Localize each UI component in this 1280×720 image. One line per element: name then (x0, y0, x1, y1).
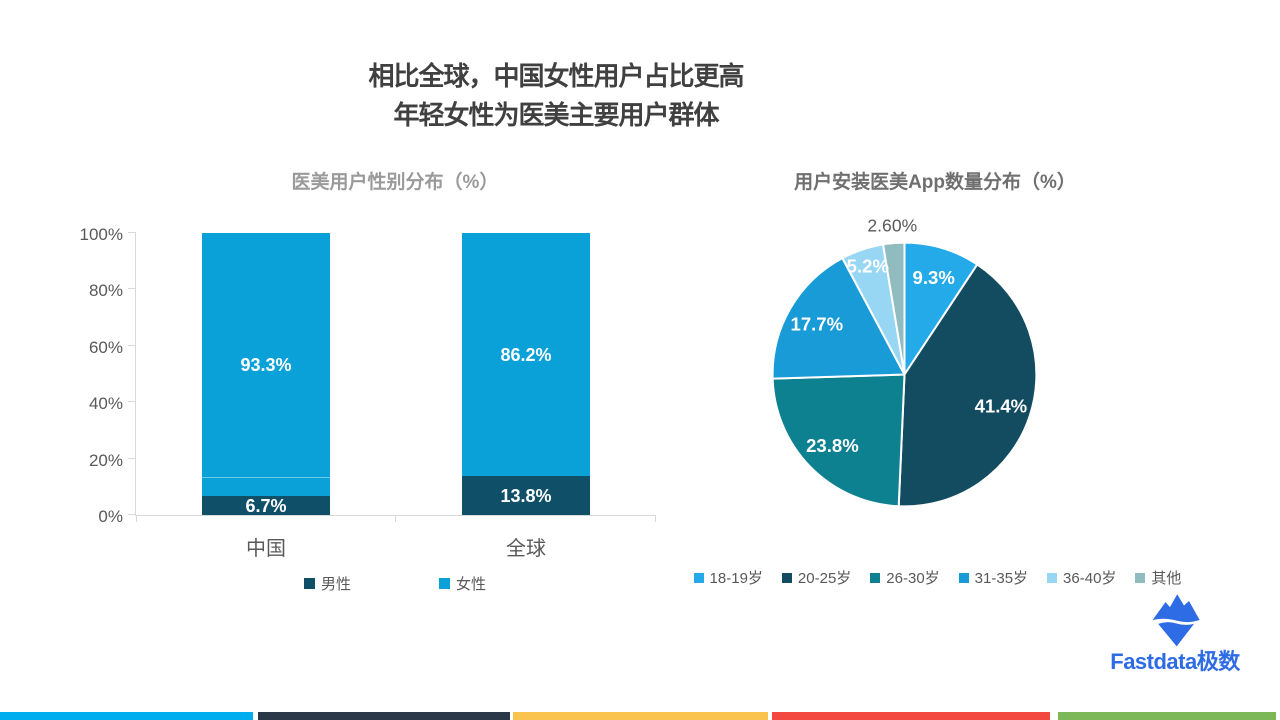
bar-value-label: 93.3% (240, 354, 292, 375)
legend-item: 31-35岁 (958, 567, 1029, 588)
bar-value-label: 6.7% (245, 495, 287, 516)
y-axis-tick (128, 232, 136, 233)
footer-stripe-2 (258, 712, 510, 720)
legend-item: 26-30岁 (870, 567, 940, 588)
footer-stripe-5 (1058, 712, 1276, 720)
y-axis-label: 100% (79, 225, 123, 244)
footer-stripe-1 (0, 712, 253, 720)
bar-value-label: 13.8% (500, 485, 552, 506)
bar-segment-男性: 13.8% (462, 476, 590, 515)
legend-label: 其他 (1151, 570, 1182, 587)
legend-item: 36-40岁 (1047, 567, 1116, 588)
bar-segment-男性: 6.7% (202, 496, 330, 515)
legend-swatch (870, 572, 881, 583)
pie-value-label: 9.3% (913, 267, 955, 288)
app-count-pie-chart: 9.3% 41.4% 23.8% 17.7% 5.2% 2.60% (771, 216, 1038, 508)
pie-value-label: 41.4% (975, 395, 1028, 416)
x-axis-category-label: 中国 (246, 538, 286, 560)
pie-slice-18-19岁 (903, 241, 979, 376)
page-title-line2: 年轻女性为医美主要用户群体 (393, 100, 719, 130)
footer-stripe-3 (513, 712, 768, 720)
pie-chart-title: 用户安装医美App数量分布（%） (794, 172, 1076, 193)
bar-chart-title: 医美用户性别分布（%） (291, 172, 499, 193)
pie-chart-legend: 18-19岁 20-25岁 26-30岁 31-35岁 36-40岁 其他 (685, 567, 1190, 588)
legend-item: 18-19岁 (693, 567, 763, 588)
y-axis-label: 80% (88, 281, 123, 301)
iceberg-top-shape (1152, 594, 1200, 623)
y-axis-tick (128, 401, 136, 403)
legend-item: 男性 (303, 573, 351, 594)
y-axis-label: 20% (88, 450, 123, 470)
y-axis-tick (128, 288, 136, 290)
footer-stripe-4 (772, 712, 1050, 720)
page-title: 相比全球，中国女性用户占比更高 年轻女性为医美主要用户群体 (0, 57, 1112, 135)
legend-swatch (303, 578, 315, 589)
pie-slice-26-30岁 (771, 373, 906, 508)
bar-highlight-line (202, 477, 330, 479)
legend-label: 26-30岁 (886, 570, 940, 587)
x-axis-category-label: 全球 (506, 538, 546, 560)
logo-text: Fastdata极数 (1110, 649, 1240, 674)
legend-label: 31-35岁 (974, 570, 1029, 587)
legend-swatch (958, 572, 969, 583)
iceberg-icon (1152, 594, 1200, 647)
legend-swatch (781, 572, 792, 583)
bar-segment-女性: 86.2% (462, 233, 590, 477)
legend-swatch (1135, 572, 1146, 583)
legend-label: 女性 (456, 576, 487, 593)
bar-segment-女性: 93.3% (202, 233, 330, 497)
legend-item: 女性 (439, 573, 486, 594)
x-axis-tick (136, 515, 137, 522)
pie-slice-31-35岁 (771, 257, 906, 380)
pie-value-label: 23.8% (806, 435, 859, 456)
bar-chart-legend: 男性 女性 (135, 573, 655, 594)
y-axis-label: 0% (98, 507, 123, 526)
bar-value-label: 86.2% (500, 344, 552, 365)
bar-column-全球: 13.8% 86.2% (462, 233, 590, 515)
legend-label: 男性 (320, 576, 351, 593)
y-axis-label: 60% (88, 337, 123, 357)
legend-label: 18-19岁 (709, 570, 763, 587)
pie-slice-其他 (882, 241, 906, 376)
pie-value-label: 17.7% (791, 313, 844, 334)
bar-column-中国: 6.7% 93.3% (202, 233, 330, 515)
footer-color-bar (0, 712, 1280, 720)
legend-item: 其他 (1135, 567, 1181, 588)
pie-slice-20-25岁 (897, 263, 1038, 508)
y-axis-label: 40% (88, 394, 123, 414)
legend-swatch (439, 578, 450, 589)
y-axis-tick (128, 344, 136, 346)
legend-swatch (693, 572, 704, 583)
legend-item: 20-25岁 (781, 567, 852, 588)
pie-value-label: 5.2% (847, 256, 889, 277)
legend-swatch (1047, 572, 1058, 583)
legend-label: 36-40岁 (1063, 570, 1117, 587)
x-axis-tick (655, 515, 656, 522)
x-axis-tick (395, 515, 396, 522)
iceberg-reflection-shape (1158, 622, 1195, 647)
pie-value-label: 2.60% (867, 216, 917, 236)
legend-label: 20-25岁 (797, 570, 852, 587)
gender-stacked-bar-chart: 0% 20% 40% 60% 80% 100% 6.7% 93.3% 中国 13.8% 86.2% 全… (80, 225, 656, 560)
y-axis-tick (128, 457, 136, 459)
y-axis-tick (128, 514, 136, 515)
page-title-line1: 相比全球，中国女性用户占比更高 (368, 61, 744, 91)
